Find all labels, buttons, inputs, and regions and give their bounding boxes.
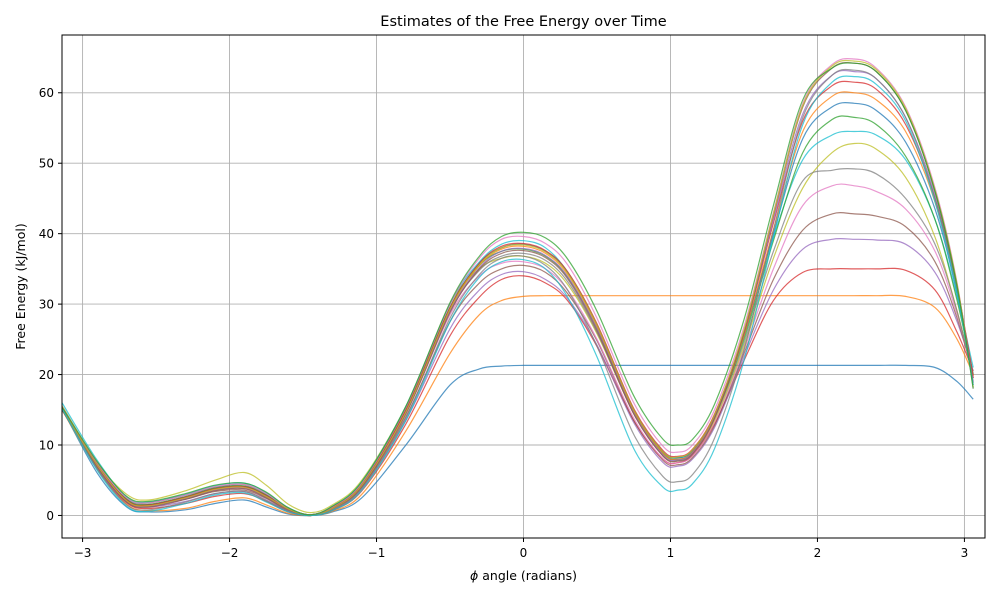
chart-title: Estimates of the Free Energy over Time [380, 14, 666, 30]
x-tick-label: −1 [368, 546, 386, 560]
x-tick-label: 3 [961, 546, 969, 560]
series-line-19 [62, 75, 974, 517]
grid-lines [62, 35, 985, 538]
series-lines [62, 57, 974, 517]
series-line-13 [62, 80, 974, 516]
y-tick-label: 60 [39, 86, 54, 100]
series-line-3 [62, 267, 974, 517]
y-tick-label: 50 [39, 157, 54, 171]
x-axis-label: ϕ angle (radians) [470, 568, 577, 583]
y-tick-label: 0 [46, 509, 54, 523]
x-tick-label: 1 [667, 546, 675, 560]
x-axis-label-text: angle (radians) [478, 568, 577, 583]
y-tick-label: 40 [39, 227, 54, 241]
series-line-7 [62, 142, 974, 514]
series-line-18 [62, 68, 974, 517]
x-tick-label: 0 [520, 546, 528, 560]
x-tick-label: −3 [74, 546, 92, 560]
series-line-16 [62, 57, 974, 516]
y-tick-label: 10 [39, 438, 54, 452]
series-line-20 [62, 62, 974, 516]
x-tick-label: −2 [221, 546, 239, 560]
series-line-2 [62, 294, 974, 517]
y-axis-label: Free Energy (kJ/mol) [13, 223, 28, 349]
series-line-5 [62, 212, 974, 517]
y-tick-label: 20 [39, 368, 54, 382]
series-line-17 [62, 59, 974, 517]
x-axis-label-symbol: ϕ [470, 568, 478, 583]
series-line-14 [62, 69, 974, 517]
x-tick-label: 2 [814, 546, 822, 560]
series-line-1 [62, 364, 974, 517]
y-tick-label: 30 [39, 297, 54, 311]
